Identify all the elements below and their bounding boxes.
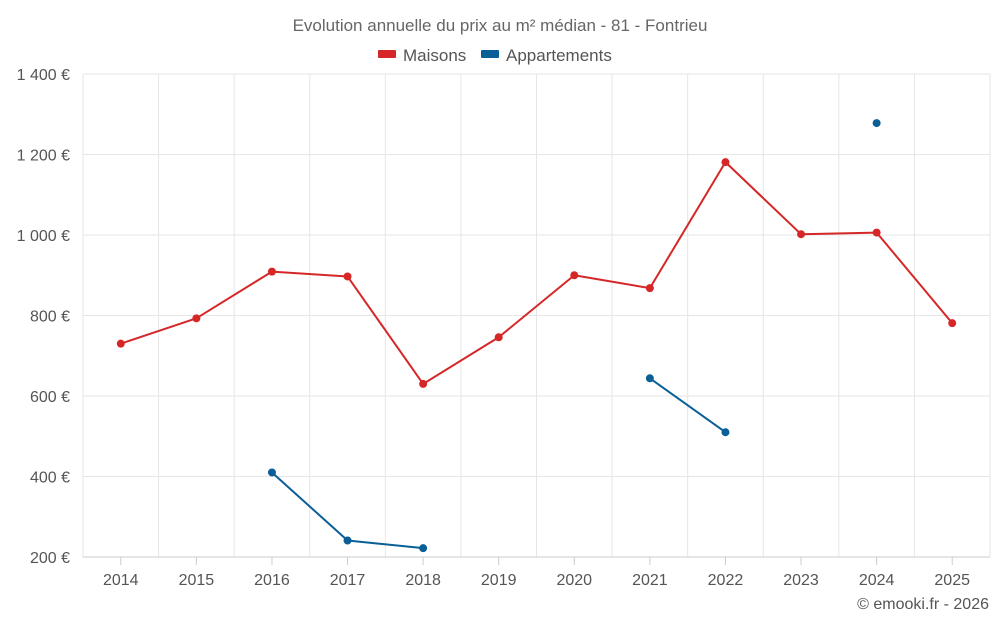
x-tick-label: 2020: [556, 572, 592, 589]
series-line-appartements: [649, 377, 727, 434]
data-point-maisons[interactable]: [570, 271, 579, 280]
x-tick-label: 2023: [783, 572, 819, 589]
data-point-maisons[interactable]: [797, 230, 806, 239]
y-axis: 200 € 400 € 600 € 800 € 1 000 € 1 200 € 1 400 …: [17, 67, 70, 567]
data-point-maisons[interactable]: [192, 314, 201, 323]
x-axis: 2014 2015 2016 2017 2018 2019 2020 2021 2022 2023…: [83, 556, 990, 589]
legend-label-maisons[interactable]: Maisons: [403, 46, 466, 65]
chart-title: Evolution annuelle du prix au m² médian …: [293, 16, 708, 35]
x-tick-label: 2025: [934, 572, 970, 589]
data-point-appartements[interactable]: [267, 468, 276, 477]
data-point-appartements[interactable]: [872, 119, 881, 128]
data-point-appartements[interactable]: [645, 374, 654, 383]
x-tick-label: 2017: [330, 572, 366, 589]
data-point-maisons[interactable]: [343, 272, 352, 281]
y-tick-label: 400 €: [30, 470, 70, 487]
data-point-maisons[interactable]: [116, 339, 125, 348]
data-point-maisons[interactable]: [267, 267, 276, 276]
legend-swatch-maisons: [378, 50, 396, 58]
data-point-maisons[interactable]: [872, 228, 881, 237]
y-tick-label: 800 €: [30, 309, 70, 326]
data-point-maisons[interactable]: [948, 319, 957, 328]
plot-area: [116, 119, 957, 553]
y-tick-label: 600 €: [30, 389, 70, 406]
y-tick-label: 1 000 €: [17, 228, 70, 245]
data-point-maisons[interactable]: [419, 379, 428, 388]
data-point-maisons[interactable]: [645, 284, 654, 293]
data-point-appartements[interactable]: [343, 536, 352, 545]
x-tick-label: 2016: [254, 572, 290, 589]
series-line-maisons: [120, 161, 953, 385]
data-point-maisons[interactable]: [494, 333, 503, 342]
y-tick-label: 200 €: [30, 550, 70, 567]
x-tick-label: 2019: [481, 572, 517, 589]
x-tick-label: 2021: [632, 572, 668, 589]
gridlines: [82, 73, 991, 557]
x-tick-label: 2014: [103, 572, 139, 589]
legend: Maisons Appartements: [378, 46, 612, 65]
x-tick-label: 2018: [405, 572, 441, 589]
x-tick-label: 2022: [708, 572, 744, 589]
y-tick-label: 1 200 €: [17, 148, 70, 165]
data-point-appartements[interactable]: [721, 428, 730, 437]
legend-swatch-appartements: [481, 50, 499, 58]
x-tick-label: 2015: [179, 572, 215, 589]
credit-text: © emooki.fr - 2026: [857, 596, 989, 613]
data-point-appartements[interactable]: [419, 544, 428, 553]
legend-label-appartements[interactable]: Appartements: [506, 46, 612, 65]
y-tick-label: 1 400 €: [17, 67, 70, 84]
data-point-maisons[interactable]: [721, 158, 730, 167]
x-tick-label: 2024: [859, 572, 895, 589]
